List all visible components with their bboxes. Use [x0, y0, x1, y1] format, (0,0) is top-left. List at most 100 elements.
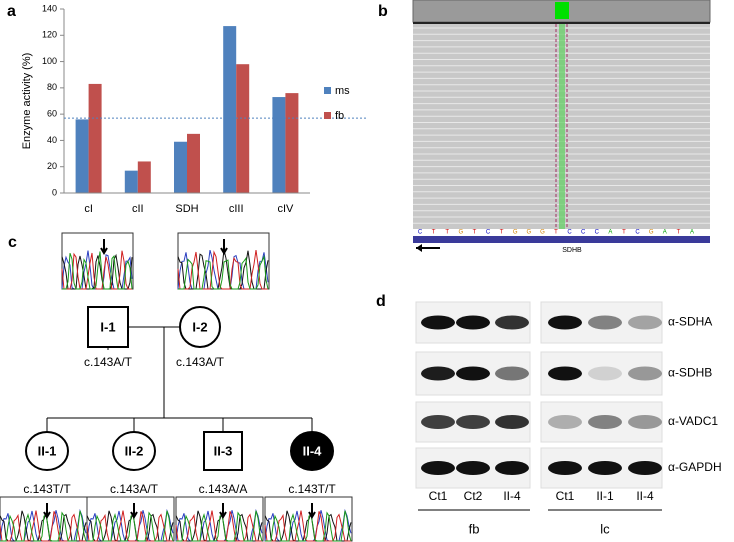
trace — [175, 510, 262, 542]
panel-label: b — [378, 3, 388, 20]
band — [456, 461, 490, 475]
band — [495, 461, 529, 475]
individual-id: II-4 — [303, 443, 323, 458]
trace — [177, 250, 268, 290]
bar — [124, 170, 138, 193]
base: G — [458, 230, 463, 236]
arrow — [130, 503, 138, 519]
base: T — [500, 230, 504, 236]
bar — [88, 83, 102, 193]
lane-label: Ct2 — [464, 489, 483, 503]
band — [456, 315, 490, 330]
bar — [75, 119, 89, 193]
trace — [175, 510, 263, 542]
base: G — [513, 230, 518, 236]
y-axis-label: Enzyme activity (%) — [21, 53, 33, 150]
antibody-label: α-VADC1 — [668, 414, 718, 428]
arrow — [220, 239, 228, 255]
base: C — [595, 230, 600, 236]
band — [421, 315, 455, 330]
legend-swatch — [324, 87, 331, 94]
group-label: lc — [600, 521, 610, 536]
group-label: fb — [469, 521, 480, 536]
trace — [61, 253, 133, 290]
female — [112, 431, 156, 471]
base: T — [677, 230, 681, 236]
legend-label: fb — [335, 110, 344, 122]
band — [495, 315, 529, 330]
panel-label: a — [7, 3, 16, 20]
band — [456, 366, 490, 381]
bar — [174, 141, 187, 193]
panel-label: c — [8, 234, 17, 251]
trace — [0, 510, 87, 542]
trace — [0, 510, 87, 542]
antibody-label: α-GAPDH — [668, 460, 722, 474]
male — [203, 431, 243, 471]
lane-label: II-4 — [503, 489, 521, 503]
y-tick-label: 60 — [47, 109, 57, 119]
band — [456, 415, 490, 429]
y-tick-label: 20 — [47, 161, 57, 171]
genotype: c.143A/T — [84, 355, 133, 369]
base: C — [418, 230, 423, 236]
base: T — [473, 230, 477, 236]
trace — [87, 510, 174, 542]
band — [421, 366, 455, 381]
lane-label: II-1 — [596, 489, 614, 503]
lane-label: Ct1 — [429, 489, 448, 503]
trace — [61, 250, 132, 290]
panel-label: d — [376, 293, 386, 310]
band — [495, 415, 529, 429]
individual-id: II-3 — [214, 443, 233, 458]
base: T — [554, 230, 558, 236]
band — [421, 415, 455, 429]
band — [495, 366, 529, 381]
y-tick-label: 80 — [47, 82, 57, 92]
trace — [264, 510, 352, 542]
base: A — [608, 230, 612, 236]
bar — [272, 97, 286, 193]
antibody-label: α-SDHA — [668, 315, 712, 329]
female — [179, 306, 221, 348]
individual-id: I-2 — [192, 319, 207, 334]
legend-label: ms — [335, 85, 350, 97]
x-tick-label: cIV — [277, 203, 294, 215]
base: C — [581, 230, 586, 236]
arrow — [308, 503, 316, 519]
arrow — [219, 503, 227, 519]
band — [421, 461, 455, 475]
lane-label: II-4 — [636, 489, 654, 503]
base: C — [486, 230, 491, 236]
band — [548, 415, 582, 429]
band — [628, 415, 662, 429]
trace — [177, 249, 269, 290]
band — [628, 461, 662, 475]
x-tick-label: cIII — [229, 203, 244, 215]
band — [588, 315, 622, 330]
base: C — [635, 230, 640, 236]
base: T — [622, 230, 626, 236]
genotype: c.143A/T — [110, 482, 159, 496]
genotype: c.143T/T — [23, 482, 71, 496]
base: T — [432, 230, 436, 236]
y-tick-label: 120 — [42, 30, 57, 40]
bar — [137, 161, 151, 193]
female — [290, 431, 334, 471]
legend-swatch — [324, 112, 331, 119]
bar — [236, 64, 250, 193]
base: C — [567, 230, 572, 236]
y-tick-label: 0 — [52, 187, 57, 197]
gene-label: SDHB — [562, 247, 582, 254]
genotype: c.143A/A — [199, 482, 248, 496]
trace — [62, 251, 133, 290]
bar — [187, 133, 200, 193]
trace — [178, 254, 269, 290]
trace — [265, 510, 352, 542]
trace — [176, 510, 263, 542]
band — [548, 315, 582, 330]
y-tick-label: 40 — [47, 135, 57, 145]
y-tick-label: 140 — [42, 3, 57, 13]
trace — [0, 510, 86, 542]
